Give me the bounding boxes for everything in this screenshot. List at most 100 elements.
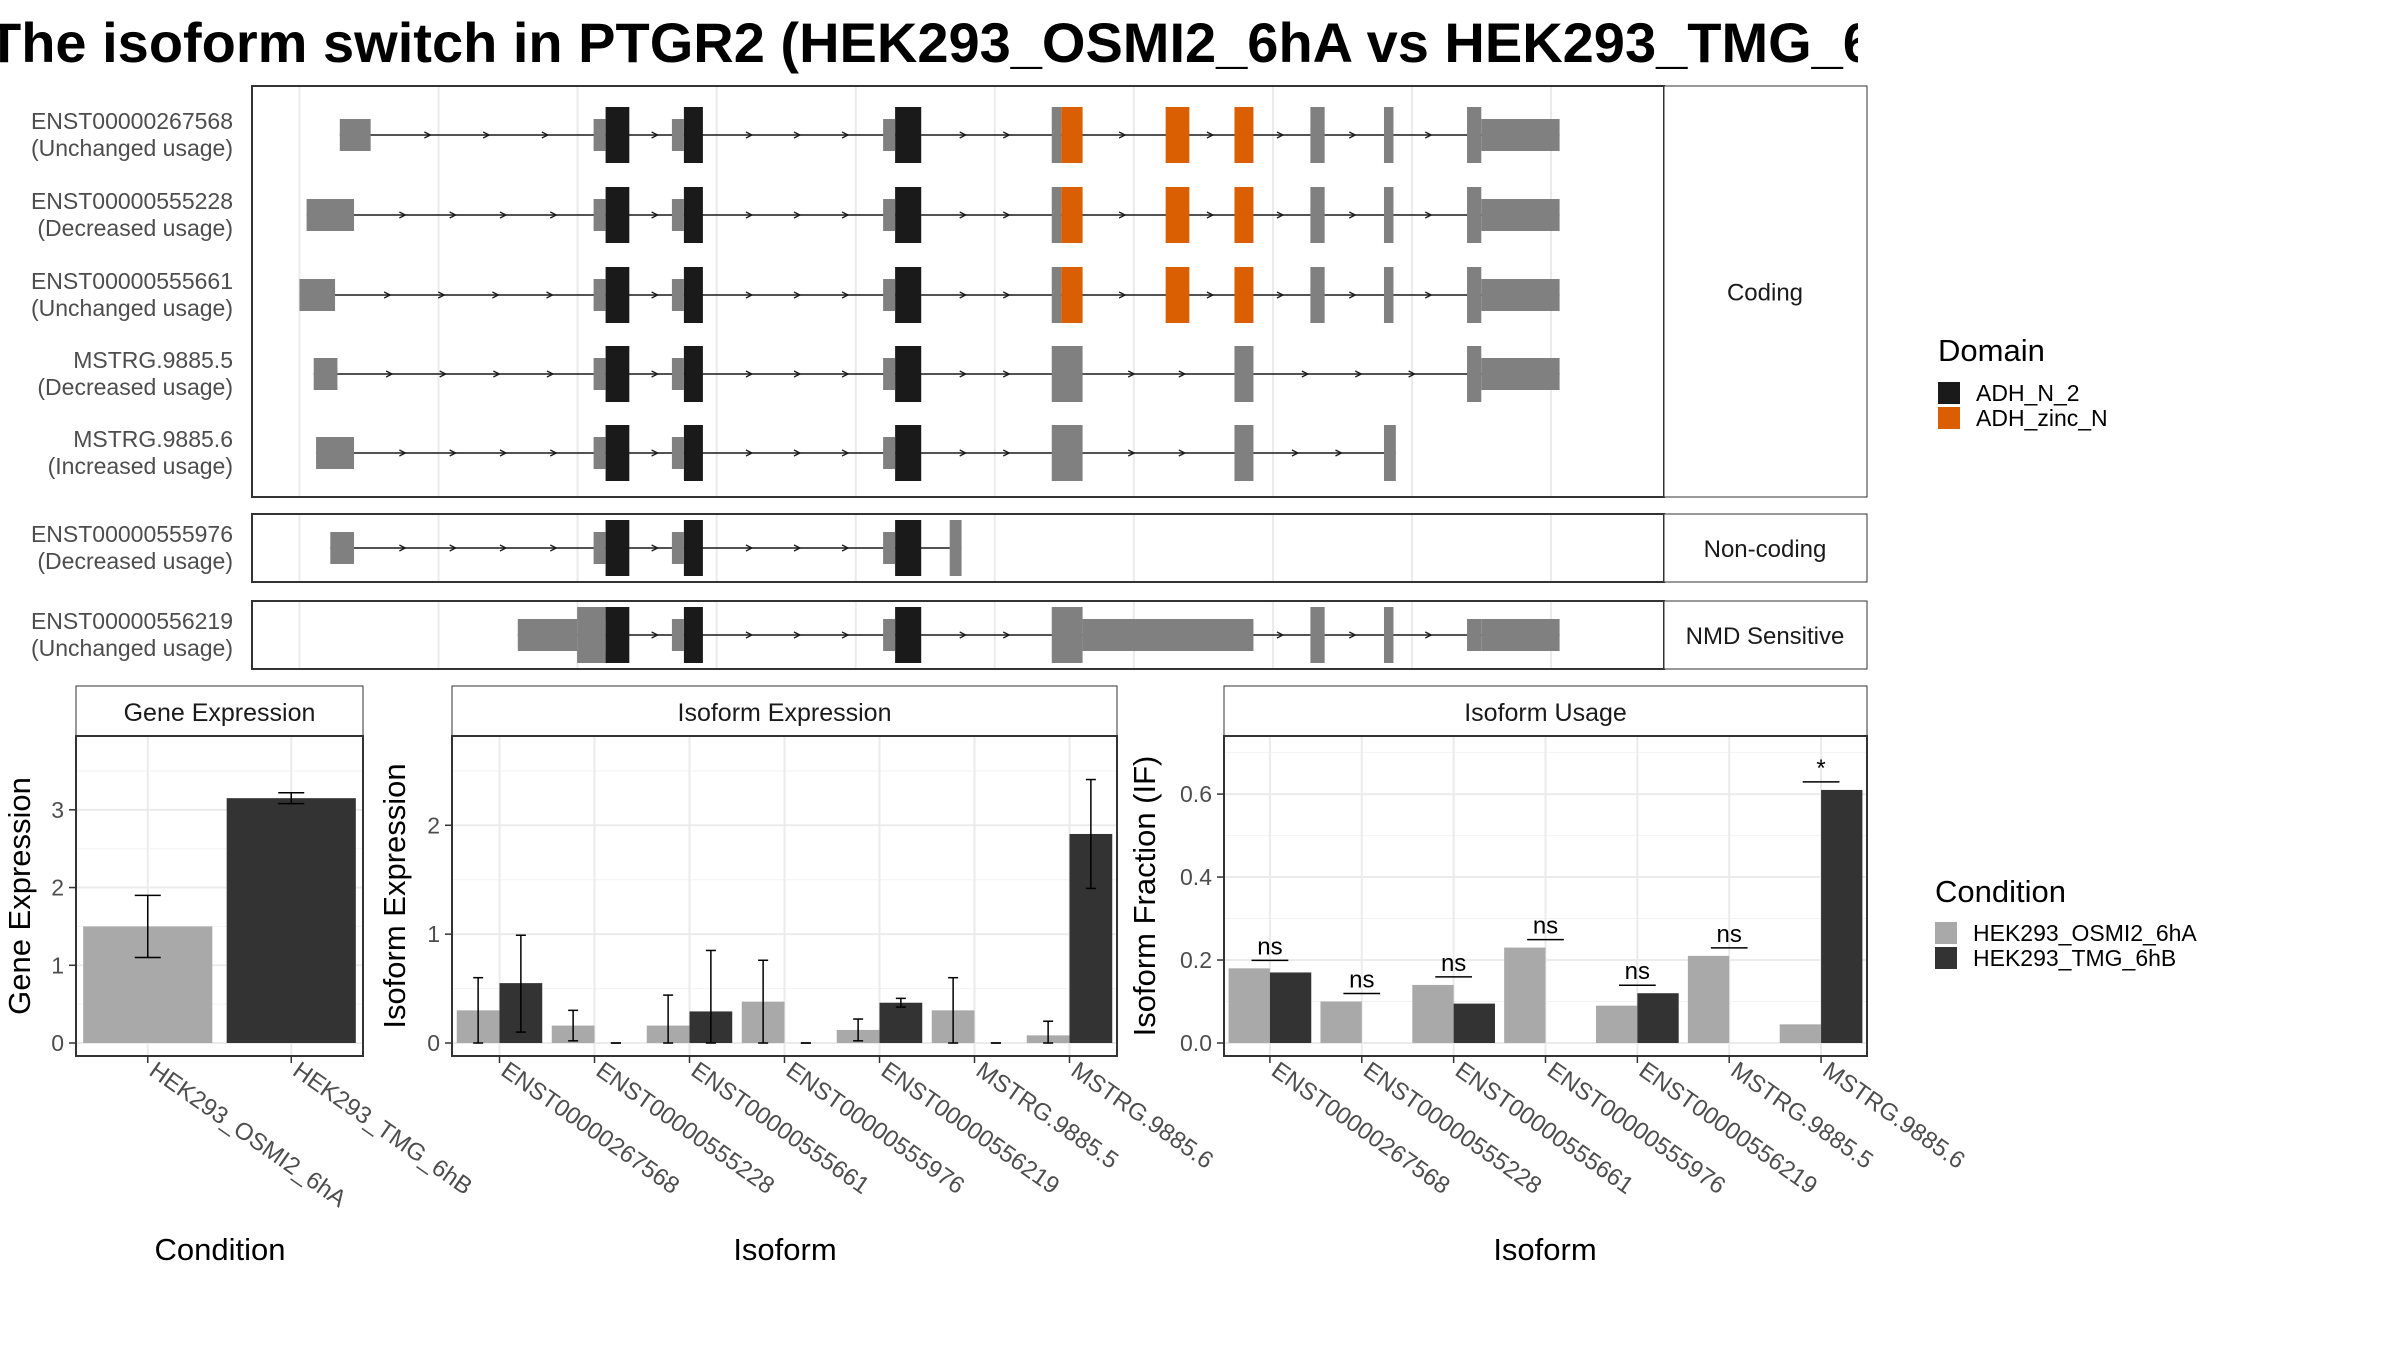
adh-n-2-domain-exon: [895, 607, 922, 663]
y-axis-label: Isoform Fraction (IF): [1127, 756, 1162, 1037]
significance-label: ns: [1441, 950, 1466, 977]
intron-arrow: [841, 631, 850, 639]
facet-strip: [1663, 513, 1868, 583]
intron-arrow: [1127, 370, 1136, 378]
exon-block: [1481, 199, 1560, 231]
adh-zinc-n-domain-exon: [1234, 187, 1254, 243]
intron-arrow: [1002, 631, 1011, 639]
intron-arrow: [1002, 291, 1011, 299]
exon-block: [1467, 187, 1482, 243]
bar: [1269, 972, 1312, 1043]
significance-label: ns: [1717, 921, 1742, 948]
adh-n-2-domain-exon: [605, 107, 630, 163]
bar: [1228, 968, 1270, 1043]
exon-block: [671, 358, 684, 390]
y-tick-label: 0.4: [1180, 864, 1212, 890]
exon-block: [517, 619, 578, 651]
transcript-row: ENST00000267568(Unchanged usage): [31, 107, 1560, 163]
exon-block: [1383, 187, 1394, 243]
intron-arrow: [493, 370, 501, 378]
intron-arrow: [745, 370, 754, 378]
intron-arrow: [546, 370, 555, 378]
intron-arrow: [1276, 131, 1285, 139]
exon-block: [593, 358, 606, 390]
intron-arrow: [651, 370, 660, 378]
adh-zinc-n-domain-exon: [1165, 267, 1190, 323]
adh-n-2-domain-exon: [683, 520, 703, 576]
exon-block: [949, 520, 962, 576]
intron-arrow: [499, 211, 508, 219]
exon-block: [1467, 267, 1482, 323]
intron-arrow: [1206, 291, 1215, 299]
exon-block: [330, 532, 355, 564]
exon-block: [306, 199, 355, 231]
exon-block: [1383, 107, 1394, 163]
y-tick-label: 3: [51, 797, 64, 823]
exon-block: [1051, 346, 1083, 402]
intron-arrow: [1354, 370, 1363, 378]
intron-arrow: [793, 631, 802, 639]
transcript-row: ENST00000555228(Decreased usage): [31, 187, 1560, 243]
legend-swatch: [1938, 407, 1960, 429]
intron-arrow: [449, 544, 458, 552]
exon-block: [1481, 279, 1560, 311]
intron-arrow: [1118, 131, 1127, 139]
y-tick-label: 1: [51, 952, 64, 978]
exon-block: [1467, 619, 1482, 651]
adh-n-2-domain-exon: [605, 267, 630, 323]
exon-block: [883, 532, 896, 564]
adh-n-2-domain-exon: [683, 607, 703, 663]
adh-n-2-domain-exon: [605, 425, 630, 481]
exon-block: [316, 437, 355, 469]
exon-block: [671, 199, 684, 231]
bar: [1320, 1001, 1362, 1043]
y-axis-label: Isoform Expression: [377, 763, 412, 1028]
exon-block: [883, 437, 896, 469]
exon-block: [1082, 619, 1254, 651]
transcript-usage-label: (Increased usage): [48, 453, 233, 479]
intron-arrow: [959, 449, 968, 457]
adh-n-2-domain-exon: [895, 346, 922, 402]
exon-block: [1467, 346, 1482, 402]
exon-block: [671, 437, 684, 469]
bar: [1779, 1024, 1822, 1043]
intron-arrow: [841, 449, 850, 457]
exon-block: [1310, 267, 1325, 323]
isoform-usage-panel: Isoform Usage0.00.20.40.6nsnsnsnsnsns*EN…: [1127, 685, 1970, 1267]
intron-arrow: [549, 544, 558, 552]
transcript-id-label: ENST00000555976: [31, 521, 233, 547]
y-tick-label: 0.0: [1180, 1030, 1212, 1056]
exon-block: [671, 532, 684, 564]
intron-arrow: [841, 211, 850, 219]
bar: [1637, 993, 1679, 1043]
adh-zinc-n-domain-exon: [1165, 187, 1190, 243]
x-tick-label: ENST00000267568: [496, 1057, 684, 1200]
intron-arrow: [1118, 211, 1127, 219]
exon-block: [883, 119, 896, 151]
panel-title: Gene Expression: [124, 699, 316, 727]
intron-arrow: [399, 211, 407, 219]
exon-block: [671, 119, 684, 151]
intron-arrow: [745, 544, 754, 552]
intron-arrow: [841, 370, 850, 378]
exon-block: [1234, 425, 1254, 481]
intron-arrow: [959, 291, 968, 299]
intron-arrow: [492, 291, 500, 299]
exon-block: [1051, 425, 1083, 481]
intron-arrow: [1424, 631, 1433, 639]
transcript-usage-label: (Unchanged usage): [31, 135, 233, 161]
intron-arrow: [424, 131, 432, 139]
x-axis-label: Condition: [155, 1232, 286, 1267]
exon-block: [339, 119, 371, 151]
x-tick-label: ENST00000555228: [591, 1057, 779, 1200]
intron-arrow: [793, 370, 802, 378]
intron-arrow: [1349, 211, 1357, 219]
adh-n-2-domain-exon: [605, 187, 630, 243]
bar: [1453, 1003, 1495, 1043]
legend-title: Domain: [1938, 333, 2045, 368]
intron-arrow: [1178, 449, 1187, 457]
legend-label: ADH_zinc_N: [1976, 405, 2108, 431]
adh-zinc-n-domain-exon: [1061, 107, 1083, 163]
